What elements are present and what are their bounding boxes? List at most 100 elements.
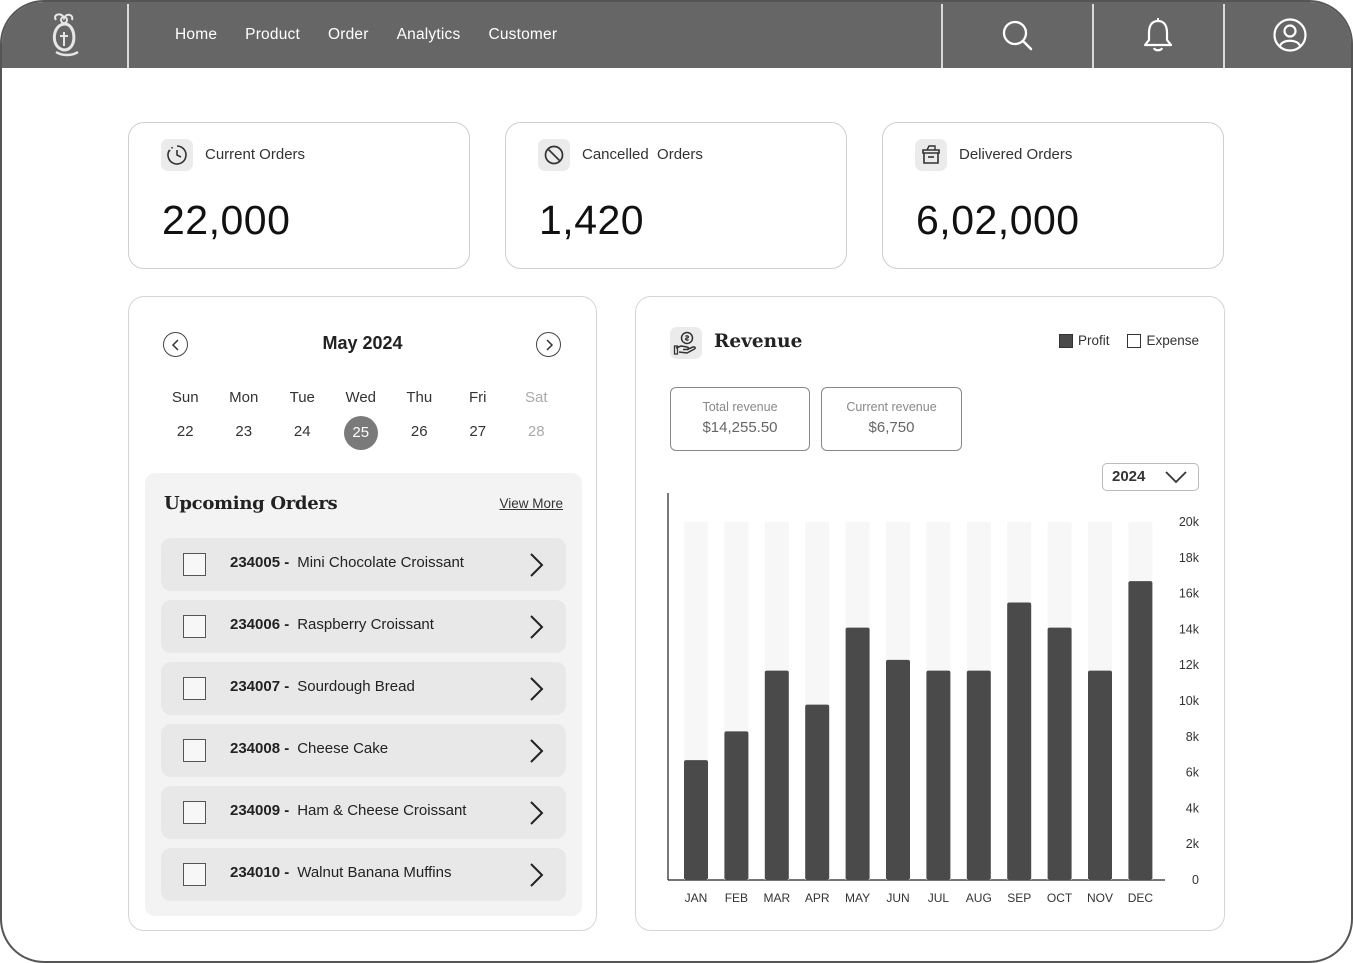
stat-card-cancelled-orders: Cancelled Orders 1,420 bbox=[505, 122, 847, 269]
bar-profit bbox=[926, 670, 951, 880]
calendar-month: May 2024 bbox=[322, 333, 403, 353]
legend-label: Expense bbox=[1146, 333, 1199, 348]
chart-legend: Profit Expense bbox=[1058, 333, 1199, 348]
order-id: 234008 - bbox=[230, 740, 290, 757]
x-tick-label: JAN bbox=[685, 891, 708, 905]
calendar-week: Sun Mon Tue Wed Thu Fri Sat 22 23 24 25 … bbox=[156, 389, 566, 450]
x-tick-label: MAY bbox=[845, 891, 870, 905]
weekday-row: Sun Mon Tue Wed Thu Fri Sat bbox=[156, 389, 566, 406]
stat-value: 22,000 bbox=[162, 197, 291, 243]
order-checkbox[interactable] bbox=[183, 615, 206, 638]
top-navbar: Home Product Order Analytics Customer bbox=[2, 2, 1351, 68]
chevron-right-icon[interactable] bbox=[526, 551, 546, 579]
x-tick-label: DEC bbox=[1128, 891, 1154, 905]
x-tick-label: MAR bbox=[763, 891, 790, 905]
y-tick-label: 0 bbox=[1192, 873, 1199, 887]
y-tick-label: 2k bbox=[1186, 837, 1200, 851]
order-checkbox[interactable] bbox=[183, 863, 206, 886]
chevron-down-icon bbox=[1165, 471, 1187, 484]
order-row[interactable]: 234006 - Raspberry Croissant bbox=[161, 600, 566, 653]
order-row[interactable]: 234009 - Ham & Cheese Croissant bbox=[161, 786, 566, 839]
weekday-label: Sun bbox=[171, 389, 199, 406]
order-row[interactable]: 234005 - Mini Chocolate Croissant bbox=[161, 538, 566, 591]
calendar-date[interactable]: 28 bbox=[527, 423, 545, 440]
order-id: 234009 - bbox=[230, 802, 290, 819]
current-revenue-label: Current revenue bbox=[846, 400, 937, 414]
chevron-right-icon[interactable] bbox=[526, 737, 546, 765]
nav-divider bbox=[1092, 4, 1094, 68]
order-row[interactable]: 234008 - Cheese Cake bbox=[161, 724, 566, 777]
nav-customer[interactable]: Customer bbox=[488, 26, 558, 43]
y-tick-label: 4k bbox=[1186, 801, 1200, 815]
y-tick-label: 10k bbox=[1179, 694, 1200, 708]
nav-divider bbox=[1223, 4, 1225, 68]
order-row[interactable]: 234010 - Walnut Banana Muffins bbox=[161, 848, 566, 901]
calendar-date[interactable]: 23 bbox=[235, 423, 253, 440]
chevron-right-icon[interactable] bbox=[526, 675, 546, 703]
nav-order[interactable]: Order bbox=[327, 26, 369, 43]
chevron-right-icon[interactable] bbox=[526, 799, 546, 827]
legend-swatch bbox=[1058, 333, 1073, 348]
revenue-panel: Revenue Profit Expense Total revenue $14… bbox=[635, 296, 1225, 931]
order-row[interactable]: 234007 - Sourdough Bread bbox=[161, 662, 566, 715]
nav-analytics[interactable]: Analytics bbox=[396, 26, 461, 43]
legend-expense[interactable]: Expense bbox=[1127, 333, 1199, 348]
bell-icon[interactable] bbox=[1138, 15, 1178, 55]
weekday-label: Mon bbox=[229, 389, 259, 406]
calendar-date[interactable]: 27 bbox=[469, 423, 487, 440]
nav-home[interactable]: Home bbox=[175, 26, 218, 43]
order-name: Mini Chocolate Croissant bbox=[297, 554, 464, 571]
order-checkbox[interactable] bbox=[183, 677, 206, 700]
order-id: 234007 - bbox=[230, 678, 290, 695]
x-tick-label: JUN bbox=[886, 891, 909, 905]
chevron-right-icon[interactable] bbox=[526, 613, 546, 641]
total-revenue-value: $14,255.50 bbox=[702, 419, 778, 436]
order-checkbox[interactable] bbox=[183, 801, 206, 824]
total-revenue-label: Total revenue bbox=[702, 400, 778, 414]
stat-card-current-orders: Current Orders 22,000 bbox=[128, 122, 470, 269]
next-month-button[interactable] bbox=[536, 332, 561, 357]
calendar-date[interactable]: 26 bbox=[410, 423, 428, 440]
upcoming-orders-title: Upcoming Orders bbox=[164, 493, 338, 514]
order-checkbox[interactable] bbox=[183, 739, 206, 762]
y-tick-label: 8k bbox=[1186, 730, 1200, 744]
clock-icon bbox=[161, 139, 193, 171]
stat-value: 1,420 bbox=[539, 197, 645, 243]
bar-profit bbox=[1007, 602, 1032, 880]
prev-month-button[interactable] bbox=[163, 332, 188, 357]
search-icon[interactable] bbox=[997, 15, 1037, 55]
legend-profit[interactable]: Profit bbox=[1058, 333, 1109, 348]
chevron-right-icon[interactable] bbox=[526, 861, 546, 889]
order-id: 234005 - bbox=[230, 554, 290, 571]
y-tick-label: 12k bbox=[1179, 658, 1200, 672]
order-checkbox[interactable] bbox=[183, 553, 206, 576]
date-row: 22 23 24 25 26 27 28 bbox=[156, 416, 566, 450]
cancel-icon bbox=[538, 139, 570, 171]
order-text: 234009 - Ham & Cheese Croissant bbox=[230, 802, 466, 819]
nav-links: Home Product Order Analytics Customer bbox=[175, 2, 557, 68]
chevron-right-icon bbox=[545, 338, 553, 351]
stat-label: Delivered Orders bbox=[959, 146, 1073, 163]
order-id: 234006 - bbox=[230, 616, 290, 633]
x-tick-label: AUG bbox=[966, 891, 992, 905]
calendar-date[interactable]: 22 bbox=[176, 423, 194, 440]
y-tick-label: 16k bbox=[1179, 587, 1200, 601]
stat-card-delivered-orders: Delivered Orders 6,02,000 bbox=[882, 122, 1224, 269]
order-text: 234007 - Sourdough Bread bbox=[230, 678, 415, 695]
user-icon[interactable] bbox=[1270, 15, 1310, 55]
order-text: 234010 - Walnut Banana Muffins bbox=[230, 864, 451, 881]
legend-swatch bbox=[1127, 333, 1142, 348]
order-name: Cheese Cake bbox=[297, 740, 389, 757]
calendar-date[interactable]: 24 bbox=[293, 423, 311, 440]
x-tick-label: FEB bbox=[725, 891, 748, 905]
view-more-link[interactable]: View More bbox=[499, 496, 563, 511]
nav-product[interactable]: Product bbox=[245, 26, 300, 43]
bar-profit bbox=[966, 670, 991, 880]
calendar-date-selected[interactable]: 25 bbox=[332, 416, 391, 450]
year-select-value: 2024 bbox=[1112, 468, 1146, 485]
logo-icon[interactable] bbox=[42, 10, 88, 58]
nav-divider bbox=[941, 4, 943, 68]
year-select[interactable]: 2024 bbox=[1102, 463, 1199, 491]
order-text: 234005 - Mini Chocolate Croissant bbox=[230, 554, 464, 571]
